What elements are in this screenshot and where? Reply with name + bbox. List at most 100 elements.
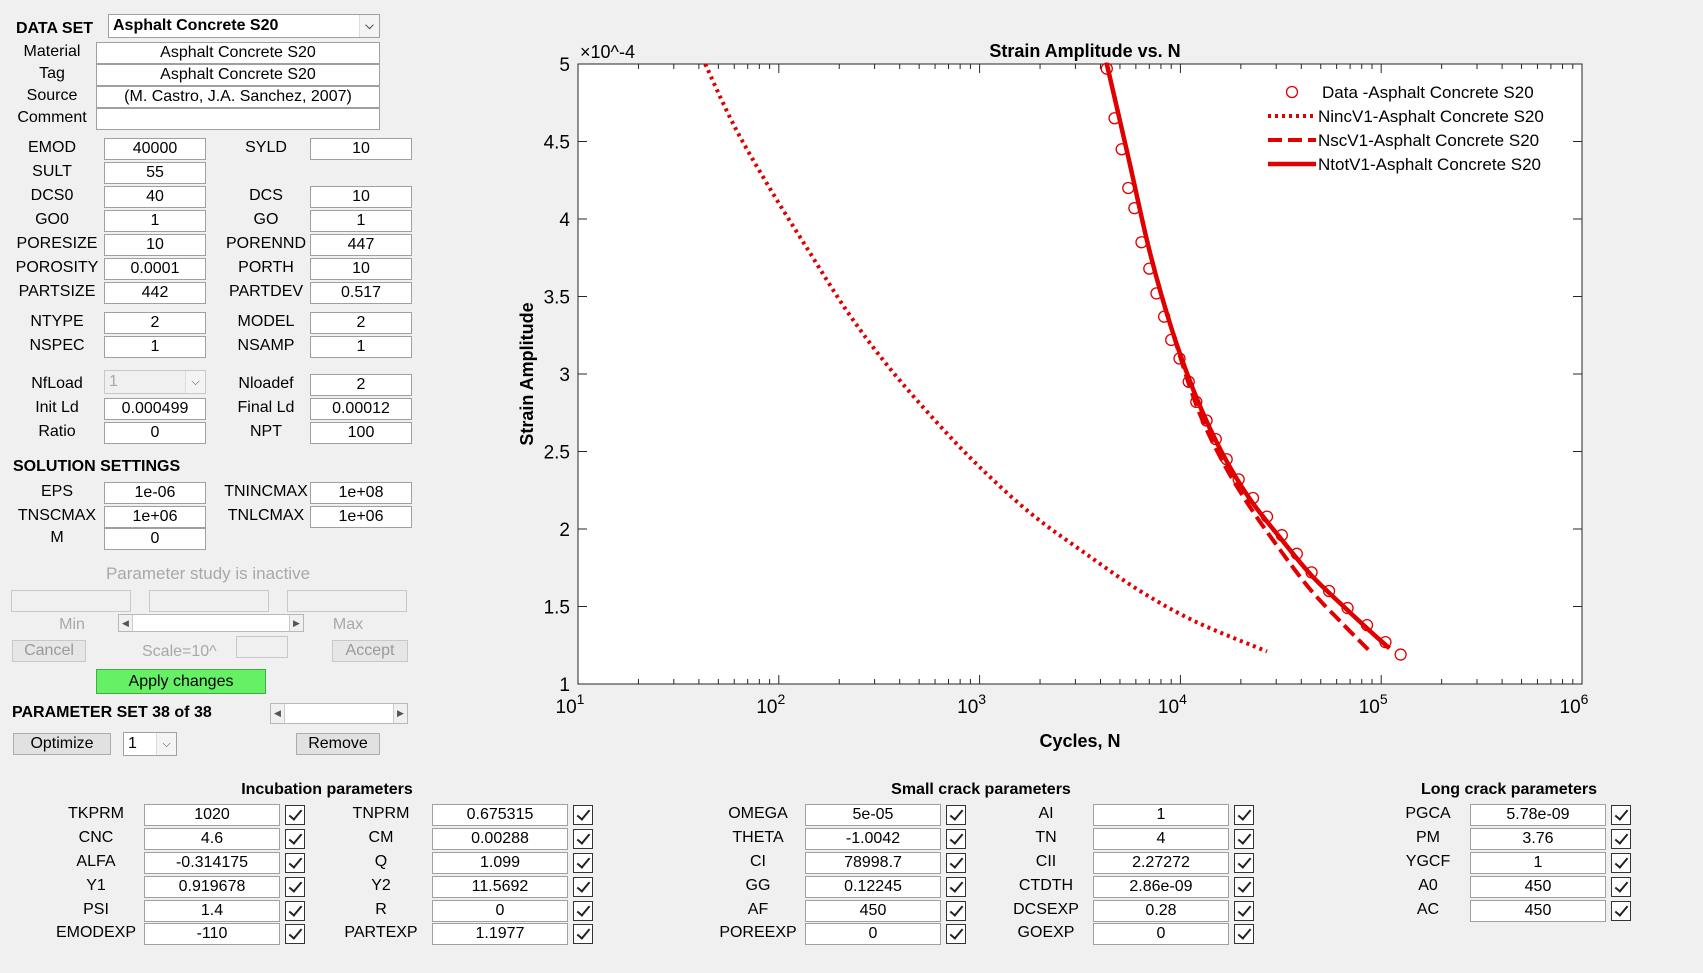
long-param-field[interactable]: 3.76: [1470, 828, 1606, 850]
small-param-field[interactable]: 0: [805, 923, 941, 945]
include-checkbox[interactable]: [1611, 829, 1631, 849]
study-current-field[interactable]: [149, 590, 269, 612]
porosity-field[interactable]: 0.0001: [104, 258, 206, 280]
dataset-select[interactable]: Asphalt Concrete S20 ⌵: [108, 14, 380, 38]
cancel-button[interactable]: Cancel: [12, 640, 86, 662]
small-param-field[interactable]: 0.12245: [805, 876, 941, 898]
include-checkbox[interactable]: [946, 853, 966, 873]
dcs0-field[interactable]: 40: [104, 186, 206, 208]
include-checkbox[interactable]: [1234, 924, 1254, 944]
include-checkbox[interactable]: [1234, 877, 1254, 897]
small-param-field[interactable]: 2.86e-09: [1093, 876, 1229, 898]
include-checkbox[interactable]: [1234, 853, 1254, 873]
optimize-button[interactable]: Optimize: [13, 733, 111, 755]
small-param-field[interactable]: 4: [1093, 828, 1229, 850]
include-checkbox[interactable]: [946, 829, 966, 849]
optimize-count-select[interactable]: 1 ⌵: [123, 732, 177, 756]
include-checkbox[interactable]: [285, 829, 305, 849]
small-param-field[interactable]: 5e-05: [805, 804, 941, 826]
porennd-field[interactable]: 447: [310, 234, 412, 256]
incubation-param-field[interactable]: 0: [432, 900, 568, 922]
incubation-param-field[interactable]: -0.314175: [144, 852, 280, 874]
include-checkbox[interactable]: [573, 877, 593, 897]
small-param-field[interactable]: -1.0042: [805, 828, 941, 850]
porth-field[interactable]: 10: [310, 258, 412, 280]
incubation-param-field[interactable]: 4.6: [144, 828, 280, 850]
include-checkbox[interactable]: [573, 805, 593, 825]
include-checkbox[interactable]: [1611, 805, 1631, 825]
remove-button[interactable]: Remove: [296, 733, 380, 755]
small-param-field[interactable]: 1: [1093, 804, 1229, 826]
tnlcmax-field[interactable]: 1e+06: [310, 506, 412, 528]
long-param-field[interactable]: 450: [1470, 876, 1606, 898]
include-checkbox[interactable]: [946, 924, 966, 944]
chevron-down-icon[interactable]: ⌵: [359, 15, 379, 37]
nspec-field[interactable]: 1: [104, 336, 206, 358]
go0-field[interactable]: 1: [104, 210, 206, 232]
chevron-left-icon[interactable]: ◀: [271, 704, 285, 723]
nsamp-field[interactable]: 1: [310, 336, 412, 358]
include-checkbox[interactable]: [285, 805, 305, 825]
include-checkbox[interactable]: [285, 901, 305, 921]
comment-field[interactable]: [96, 108, 380, 130]
small-param-field[interactable]: 78998.7: [805, 852, 941, 874]
include-checkbox[interactable]: [1234, 901, 1254, 921]
tnscmax-field[interactable]: 1e+06: [104, 506, 206, 528]
emod-field[interactable]: 40000: [104, 138, 206, 160]
include-checkbox[interactable]: [285, 924, 305, 944]
eps-field[interactable]: 1e-06: [104, 482, 206, 504]
source-field[interactable]: (M. Castro, J.A. Sanchez, 2007): [96, 86, 380, 108]
chevron-right-icon[interactable]: ▶: [393, 704, 407, 723]
apply-changes-button[interactable]: Apply changes: [96, 669, 266, 694]
model-field[interactable]: 2: [310, 312, 412, 334]
partdev-field[interactable]: 0.517: [310, 282, 412, 304]
include-checkbox[interactable]: [1611, 901, 1631, 921]
sult-field[interactable]: 55: [104, 162, 206, 184]
accept-button[interactable]: Accept: [332, 640, 408, 662]
dcs-field[interactable]: 10: [310, 186, 412, 208]
incubation-param-field[interactable]: 1.4: [144, 900, 280, 922]
include-checkbox[interactable]: [1611, 877, 1631, 897]
syld-field[interactable]: 10: [310, 138, 412, 160]
nfload-select[interactable]: 1 ⌵: [104, 370, 206, 394]
poresize-field[interactable]: 10: [104, 234, 206, 256]
small-param-field[interactable]: 0: [1093, 923, 1229, 945]
incubation-param-field[interactable]: 0.675315: [432, 804, 568, 826]
parameter-set-slider[interactable]: ◀ ▶: [270, 703, 408, 724]
tnincmax-field[interactable]: 1e+08: [310, 482, 412, 504]
include-checkbox[interactable]: [573, 901, 593, 921]
partsize-field[interactable]: 442: [104, 282, 206, 304]
scale-field[interactable]: [236, 636, 288, 658]
include-checkbox[interactable]: [285, 853, 305, 873]
include-checkbox[interactable]: [285, 877, 305, 897]
include-checkbox[interactable]: [1234, 805, 1254, 825]
go-field[interactable]: 1: [310, 210, 412, 232]
study-slider[interactable]: ◀ ▶: [118, 614, 304, 632]
study-min-field[interactable]: [11, 590, 131, 612]
include-checkbox[interactable]: [1234, 829, 1254, 849]
include-checkbox[interactable]: [946, 805, 966, 825]
incubation-param-field[interactable]: -110: [144, 923, 280, 945]
incubation-param-field[interactable]: 1.1977: [432, 923, 568, 945]
include-checkbox[interactable]: [573, 924, 593, 944]
small-param-field[interactable]: 2.27272: [1093, 852, 1229, 874]
long-param-field[interactable]: 5.78e-09: [1470, 804, 1606, 826]
m-field[interactable]: 0: [104, 528, 206, 550]
include-checkbox[interactable]: [946, 877, 966, 897]
include-checkbox[interactable]: [573, 853, 593, 873]
study-max-field[interactable]: [287, 590, 407, 612]
incubation-param-field[interactable]: 0.919678: [144, 876, 280, 898]
incubation-param-field[interactable]: 1020: [144, 804, 280, 826]
include-checkbox[interactable]: [946, 901, 966, 921]
small-param-field[interactable]: 0.28: [1093, 900, 1229, 922]
chevron-down-icon[interactable]: ⌵: [185, 371, 205, 393]
chevron-left-icon[interactable]: ◀: [119, 615, 133, 631]
include-checkbox[interactable]: [573, 829, 593, 849]
incubation-param-field[interactable]: 11.5692: [432, 876, 568, 898]
incubation-param-field[interactable]: 1.099: [432, 852, 568, 874]
material-field[interactable]: Asphalt Concrete S20: [96, 42, 380, 64]
initld-field[interactable]: 0.000499: [104, 398, 206, 420]
npt-field[interactable]: 100: [310, 422, 412, 444]
long-param-field[interactable]: 450: [1470, 900, 1606, 922]
include-checkbox[interactable]: [1611, 853, 1631, 873]
